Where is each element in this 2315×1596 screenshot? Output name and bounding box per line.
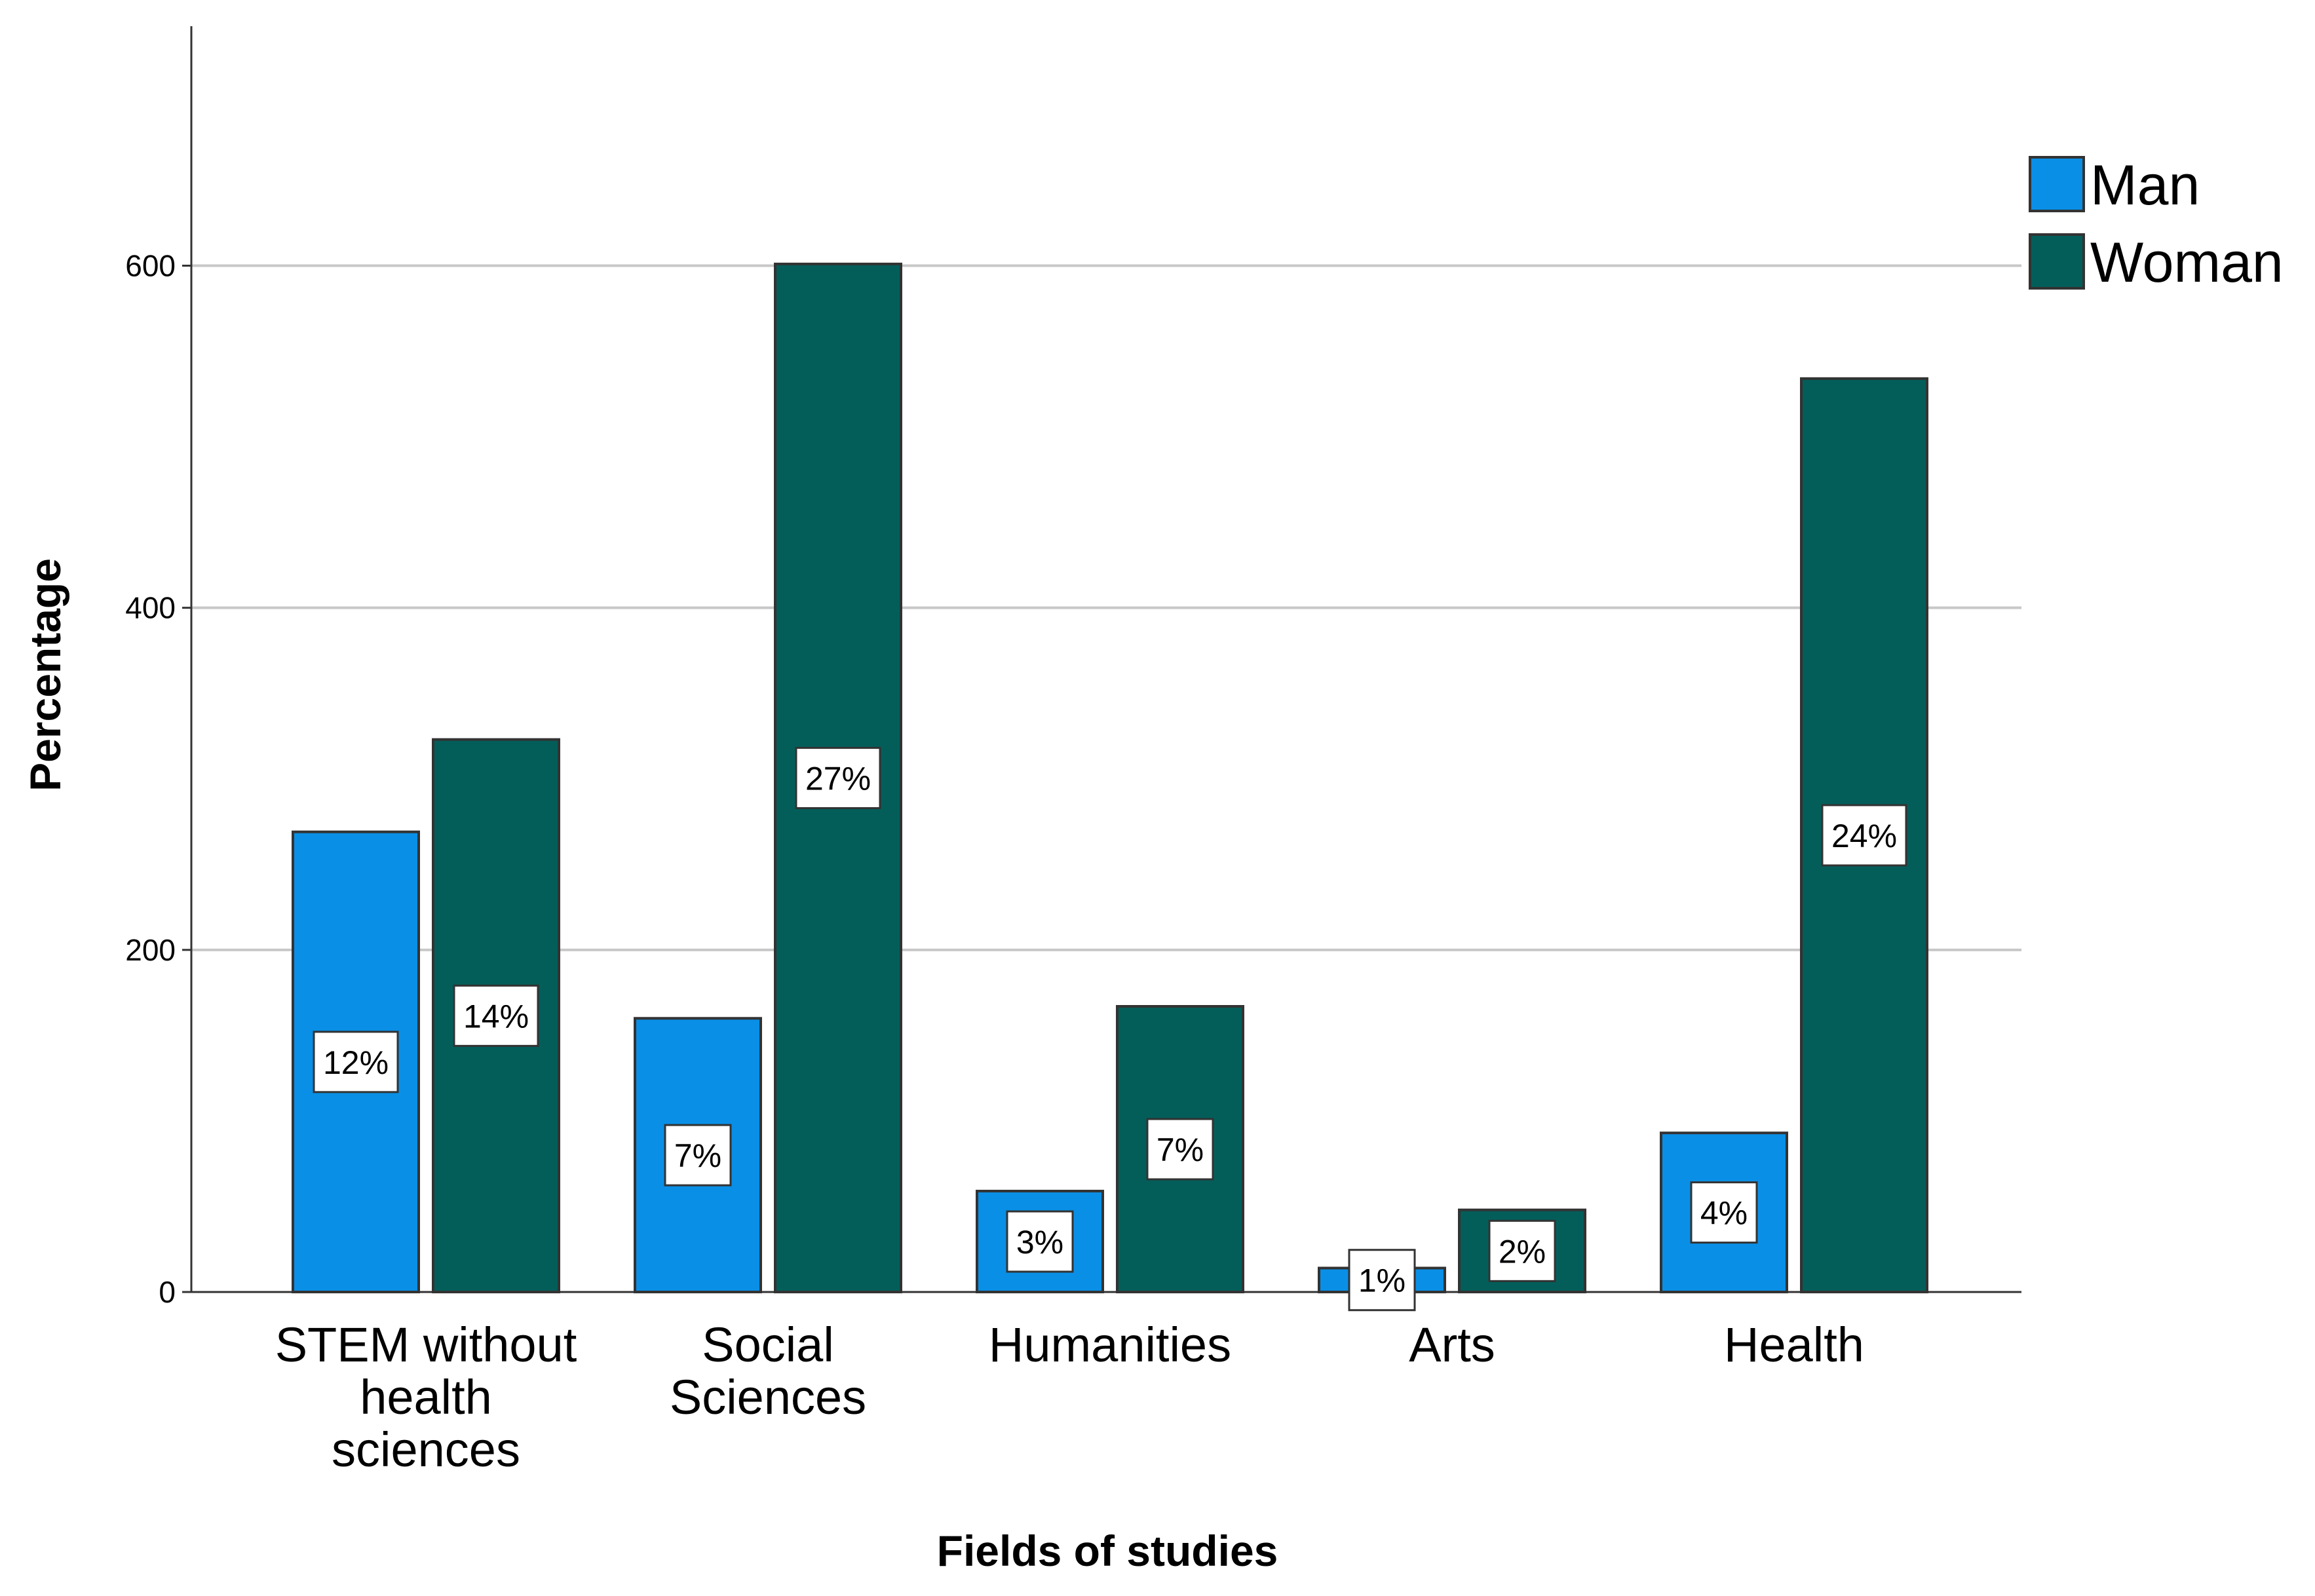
data-labels: 12% 14% 7% 27% 3% 7% 1% 2% 4% 24% bbox=[313, 746, 1907, 1312]
y-tick-labels: 0 200 400 600 bbox=[125, 249, 191, 1309]
data-label: 7% bbox=[674, 1137, 721, 1174]
legend-swatch-man bbox=[2029, 156, 2085, 212]
data-label-box bbox=[1348, 1249, 1416, 1312]
data-label-box bbox=[1488, 1219, 1556, 1282]
x-category-label: STEM without health sciences bbox=[275, 1318, 577, 1477]
data-label-box bbox=[795, 746, 881, 809]
x-category-label: Humanities bbox=[989, 1318, 1231, 1372]
data-label-box bbox=[313, 1031, 399, 1093]
legend-swatch-woman bbox=[2029, 233, 2085, 290]
y-tick-label: 400 bbox=[125, 591, 176, 625]
y-tick-label: 200 bbox=[125, 933, 176, 967]
bars bbox=[292, 262, 1928, 1294]
y-tick-label: 600 bbox=[125, 249, 176, 283]
data-label-box bbox=[1690, 1181, 1758, 1244]
x-axis-title: Fields of studies bbox=[937, 1527, 1278, 1575]
legend-label-woman: Woman bbox=[2090, 231, 2284, 294]
data-label: 4% bbox=[1700, 1195, 1748, 1232]
data-label: 27% bbox=[805, 760, 871, 797]
x-category-label: Health bbox=[1724, 1318, 1864, 1372]
y-axis-title: Percentage bbox=[21, 558, 69, 791]
legend-label-man: Man bbox=[2090, 154, 2200, 217]
x-category-labels: STEM without health sciences Social Sciences… bbox=[275, 1318, 1864, 1477]
x-category-label: Arts bbox=[1409, 1318, 1495, 1372]
data-label-box bbox=[1821, 804, 1907, 867]
x-category-label: Social Sciences bbox=[670, 1318, 866, 1424]
data-label: 7% bbox=[1157, 1131, 1204, 1168]
axes bbox=[190, 26, 2021, 1293]
data-label: 1% bbox=[1358, 1263, 1406, 1299]
data-label: 12% bbox=[323, 1044, 389, 1081]
data-label-box bbox=[1006, 1210, 1074, 1273]
data-label-box bbox=[1146, 1118, 1214, 1181]
data-label: 24% bbox=[1831, 818, 1897, 854]
legend: Man Woman bbox=[2029, 154, 2284, 294]
data-label: 14% bbox=[463, 998, 529, 1035]
data-label-box bbox=[453, 984, 539, 1047]
data-label: 3% bbox=[1016, 1224, 1063, 1261]
y-tick-label: 0 bbox=[159, 1275, 176, 1309]
data-label: 2% bbox=[1499, 1233, 1546, 1270]
data-label-box bbox=[664, 1124, 732, 1187]
